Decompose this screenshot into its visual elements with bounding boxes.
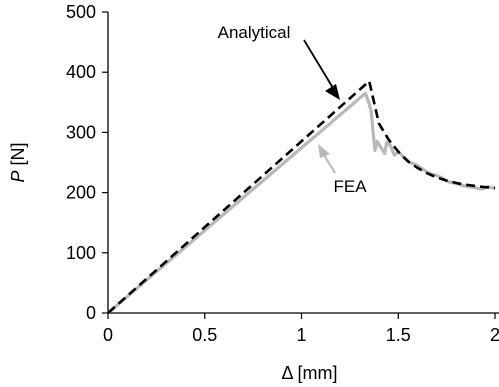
y-axis-unit: [N] [8,142,28,165]
y-tick-label: 200 [66,183,96,203]
x-tick-label: 1.5 [386,325,411,345]
annotation-layer: Analytical FEA [218,23,368,196]
series-layer [106,79,496,315]
y-axis-symbol: P [8,171,28,183]
x-tick-label: 0.5 [192,325,217,345]
annotation-arrowhead-fea [318,144,330,158]
x-axis-title: Δ [mm] [281,363,337,383]
x-tick-label: 0 [103,325,113,345]
y-axis-title: P [N] [8,142,28,182]
y-tick-label: 300 [66,122,96,142]
annotation-fea: FEA [333,177,367,196]
y-tick-label: 0 [86,303,96,323]
y-tick-label: 100 [66,243,96,263]
x-tick-label: 1 [296,325,306,345]
series-line-fea [106,91,496,315]
y-tick-label: 500 [66,2,96,22]
annotation-analytical: Analytical [218,23,291,42]
annotation-arrow-analytical [303,39,334,89]
annotation-arrowhead-analytical [325,84,340,100]
annotation-arrow-fea [323,154,336,174]
axes: 0 100 200 300 400 500 0 0.5 1 1.5 2 Δ [mm] P [N] [8,2,499,383]
series-line-analytical [107,79,496,314]
y-tick-label: 400 [66,62,96,82]
x-tick-label: 2 [490,325,499,345]
